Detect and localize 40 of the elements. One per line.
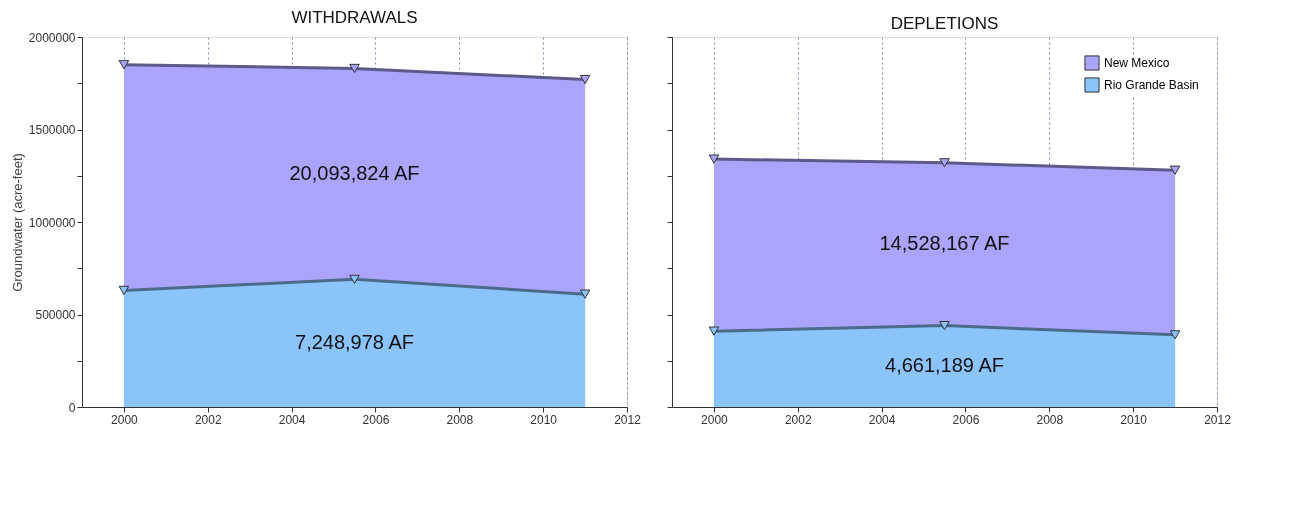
point (579, 289, 591, 299)
x-tick-label: 2004 (868, 412, 896, 427)
x-tick-label: 2008 (1036, 412, 1064, 427)
x-tick-label: 2012 (614, 412, 642, 427)
y-tick-label: 0 (68, 400, 76, 415)
point (349, 274, 360, 284)
x-tick-label: 2006 (952, 412, 980, 427)
y-tick-label: 2000000 (28, 30, 76, 45)
point (118, 285, 130, 296)
x-tick-label: 2008 (446, 412, 474, 427)
point (939, 320, 950, 331)
y-axis-title: Groundwater (acre-feet) (9, 153, 25, 292)
point (708, 326, 720, 336)
x-tick-label: 2004 (278, 412, 306, 427)
legend-label: New Mexico (1104, 56, 1170, 70)
chart-title: WITHDRAWALS (291, 8, 418, 27)
point (939, 158, 950, 168)
x-tick-label: 2010 (1120, 412, 1148, 427)
annotation: 14,528,167 AF (879, 232, 1010, 255)
annotation: 4,661,189 AF (885, 354, 1004, 377)
x-tick-label: 2000 (701, 412, 729, 427)
point (579, 74, 591, 85)
legend-label: Rio Grande Basin (1104, 78, 1199, 92)
point (1169, 165, 1181, 175)
point (118, 60, 130, 70)
point (1169, 330, 1181, 340)
y-tick-label: 1500000 (28, 123, 76, 137)
x-tick-label: 2000 (111, 412, 139, 427)
x-tick-label: 2006 (362, 412, 390, 427)
x-tick-label: 2010 (530, 412, 558, 427)
x-tick-label: 2002 (194, 412, 222, 427)
x-tick-label: 2012 (1204, 412, 1232, 427)
x-tick-label: 2002 (784, 412, 812, 427)
annotation: 20,093,824 AF (289, 161, 420, 184)
chart-title: DEPLETIONS (890, 13, 999, 33)
y-tick-label: 500000 (35, 308, 76, 322)
annotation: 7,248,978 AF (295, 331, 414, 354)
y-tick-label: 1000000 (28, 215, 76, 230)
point (708, 154, 720, 164)
point (349, 63, 360, 74)
